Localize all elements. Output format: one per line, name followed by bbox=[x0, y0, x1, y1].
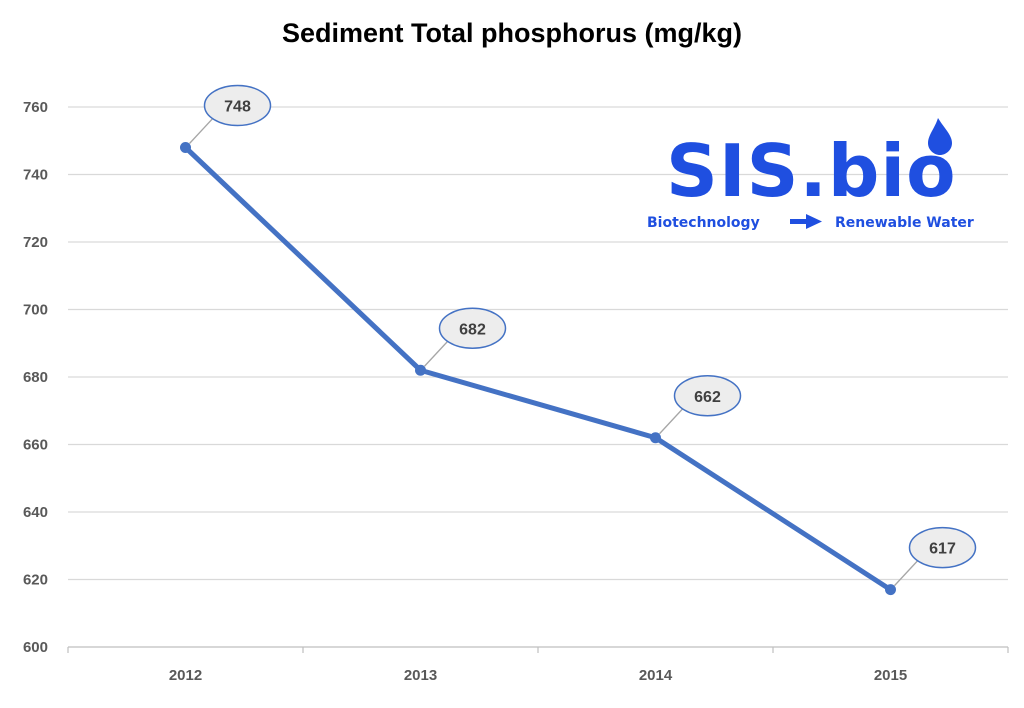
logo-tagline-left: Biotechnology bbox=[647, 215, 760, 231]
chart-title: Sediment Total phosphorus (mg/kg) bbox=[281, 18, 742, 48]
x-tick-label: 2012 bbox=[169, 667, 202, 684]
y-tick-label: 600 bbox=[23, 639, 48, 656]
y-tick-label: 680 bbox=[23, 369, 48, 386]
data-label: 748 bbox=[224, 99, 251, 116]
x-axis bbox=[67, 646, 1009, 653]
data-label: 682 bbox=[459, 321, 486, 338]
data-label-leader bbox=[659, 405, 686, 435]
data-point bbox=[415, 364, 426, 376]
data-point bbox=[180, 142, 191, 153]
logo-tagline-right: Renewable Water bbox=[835, 215, 974, 231]
x-tick-label: 2014 bbox=[639, 667, 673, 684]
y-tick-label: 760 bbox=[23, 99, 48, 116]
data-point bbox=[885, 584, 896, 596]
x-axis-tick-labels: 2012 2013 2014 2015 bbox=[169, 667, 907, 684]
y-tick-label: 660 bbox=[23, 437, 48, 454]
y-tick-label: 720 bbox=[23, 234, 48, 251]
logo-wordmark: SIS.bio bbox=[666, 129, 957, 213]
y-tick-label: 700 bbox=[23, 302, 48, 319]
series-line-path bbox=[183, 145, 893, 593]
data-labels: 748 682 662 617 bbox=[189, 84, 977, 587]
data-label-leader bbox=[894, 557, 921, 587]
y-tick-label: 640 bbox=[23, 504, 48, 521]
y-tick-label: 740 bbox=[23, 167, 48, 184]
sis-bio-logo: SIS.bio Biotechnology Renewable Water bbox=[647, 118, 974, 231]
data-label-bubble bbox=[908, 526, 977, 569]
x-tick-label: 2015 bbox=[874, 667, 907, 684]
data-label: 617 bbox=[929, 541, 956, 558]
data-label-bubble bbox=[673, 375, 742, 417]
data-point bbox=[650, 432, 661, 444]
data-label-bubble bbox=[203, 84, 272, 127]
data-label-leader bbox=[424, 337, 451, 367]
y-axis-tick-labels: 600 620 640 660 680 700 720 740 760 bbox=[23, 99, 48, 656]
data-label: 662 bbox=[694, 389, 721, 406]
y-tick-label: 620 bbox=[23, 572, 48, 589]
x-tick-label: 2013 bbox=[404, 667, 437, 684]
arrow-right-icon bbox=[790, 214, 822, 229]
water-drop-icon bbox=[928, 118, 952, 155]
data-label-leader bbox=[189, 115, 216, 144]
data-label-bubble bbox=[438, 307, 507, 349]
series-line bbox=[180, 142, 896, 596]
